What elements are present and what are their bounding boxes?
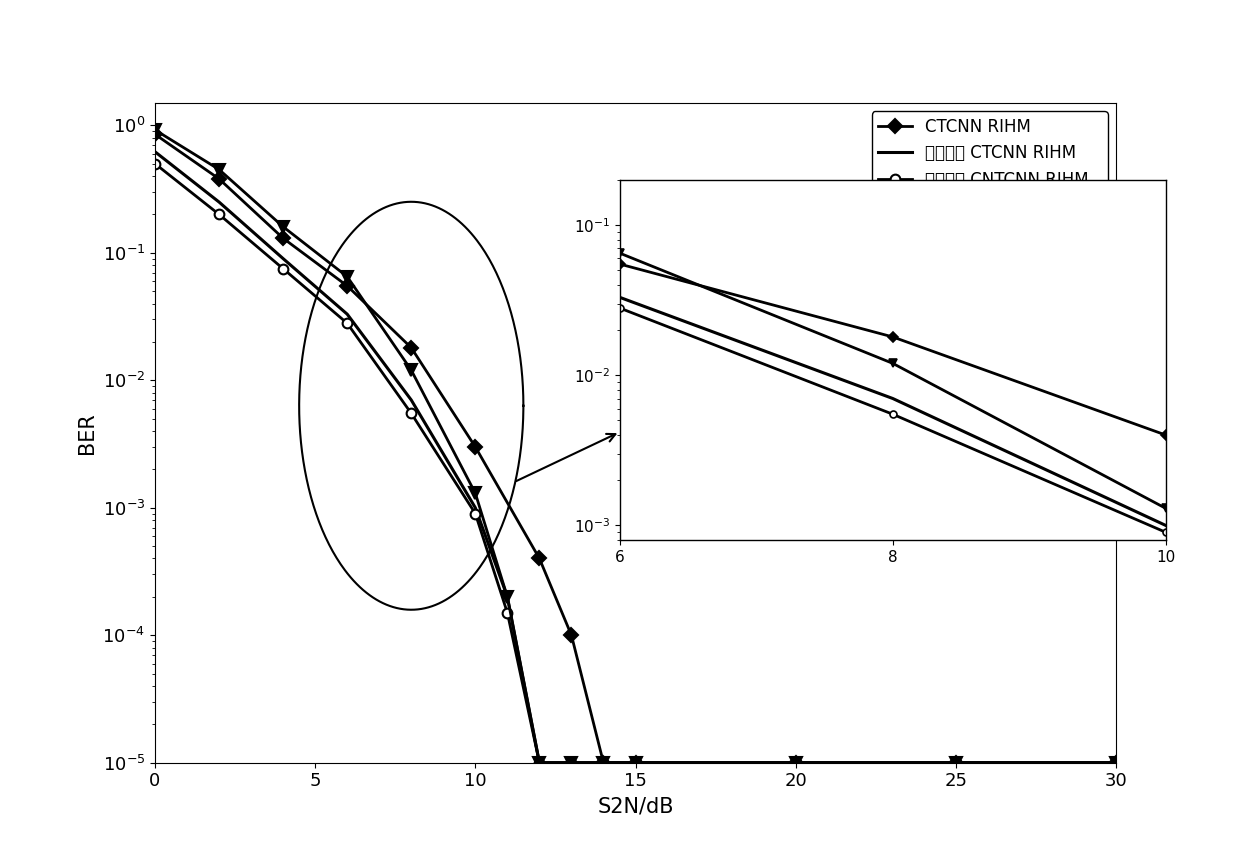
CTCNN RIHM [275,233,290,243]
分段退火 CTCNN RIHM [500,591,515,602]
分段退火 CNTCNN RIHM [532,758,547,768]
CTCNN RIHM [532,554,547,564]
分段退火 CTCNN RIHM [212,197,227,207]
分段退火 CTCNN RIHM [1109,758,1123,768]
Legend: CTCNN RIHM, 分段退火 CTCNN RIHM, 分段退火 CNTCNN RIHM, 分段退火 CHNTCNN RIHM: CTCNN RIHM, 分段退火 CTCNN RIHM, 分段退火 CNTCNN… [872,111,1107,221]
分段退火 CNTCNN RIHM [467,508,482,518]
分段退火 CHNTCNN RIHM [340,272,355,282]
分段退火 CHNTCNN RIHM [949,758,963,768]
分段退火 CNTCNN RIHM [340,318,355,328]
CTCNN RIHM [340,281,355,291]
CTCNN RIHM [564,630,579,640]
CTCNN RIHM [1109,758,1123,768]
分段退火 CHNTCNN RIHM [275,222,290,232]
Line: 分段退火 CNTCNN RIHM: 分段退火 CNTCNN RIHM [150,159,1121,768]
CTCNN RIHM [596,758,611,768]
分段退火 CNTCNN RIHM [949,758,963,768]
分段退火 CNTCNN RIHM [789,758,804,768]
Line: CTCNN RIHM: CTCNN RIHM [150,129,1121,768]
分段退火 CTCNN RIHM [275,254,290,264]
CTCNN RIHM [789,758,804,768]
CTCNN RIHM [949,758,963,768]
Y-axis label: BER: BER [77,412,97,453]
分段退火 CNTCNN RIHM [596,758,611,768]
分段退火 CTCNN RIHM [564,758,579,768]
分段退火 CHNTCNN RIHM [1109,758,1123,768]
CTCNN RIHM [148,129,162,140]
CTCNN RIHM [467,442,482,452]
分段退火 CHNTCNN RIHM [564,758,579,768]
分段退火 CNTCNN RIHM [275,264,290,274]
分段退火 CTCNN RIHM [627,758,642,768]
Line: 分段退火 CTCNN RIHM: 分段退火 CTCNN RIHM [155,152,1116,763]
分段退火 CHNTCNN RIHM [404,365,419,375]
分段退火 CTCNN RIHM [532,758,547,768]
分段退火 CHNTCNN RIHM [596,758,611,768]
分段退火 CTCNN RIHM [340,309,355,320]
分段退火 CHNTCNN RIHM [467,488,482,499]
分段退火 CNTCNN RIHM [1109,758,1123,768]
分段退火 CTCNN RIHM [148,147,162,157]
CTCNN RIHM [627,758,642,768]
分段退火 CNTCNN RIHM [212,209,227,219]
CTCNN RIHM [404,343,419,353]
X-axis label: S2N/dB: S2N/dB [598,796,673,816]
分段退火 CTCNN RIHM [404,395,419,405]
分段退火 CNTCNN RIHM [404,408,419,418]
Line: 分段退火 CHNTCNN RIHM: 分段退火 CHNTCNN RIHM [150,124,1121,768]
分段退火 CTCNN RIHM [949,758,963,768]
分段退火 CHNTCNN RIHM [500,591,515,602]
分段退火 CHNTCNN RIHM [627,758,642,768]
分段退火 CNTCNN RIHM [500,608,515,618]
分段退火 CHNTCNN RIHM [212,165,227,175]
分段退火 CNTCNN RIHM [148,159,162,169]
分段退火 CNTCNN RIHM [627,758,642,768]
分段退火 CHNTCNN RIHM [789,758,804,768]
分段退火 CTCNN RIHM [789,758,804,768]
分段退火 CHNTCNN RIHM [148,125,162,135]
分段退火 CTCNN RIHM [467,502,482,512]
CTCNN RIHM [212,174,227,184]
分段退火 CHNTCNN RIHM [532,758,547,768]
分段退火 CTCNN RIHM [596,758,611,768]
分段退火 CNTCNN RIHM [564,758,579,768]
